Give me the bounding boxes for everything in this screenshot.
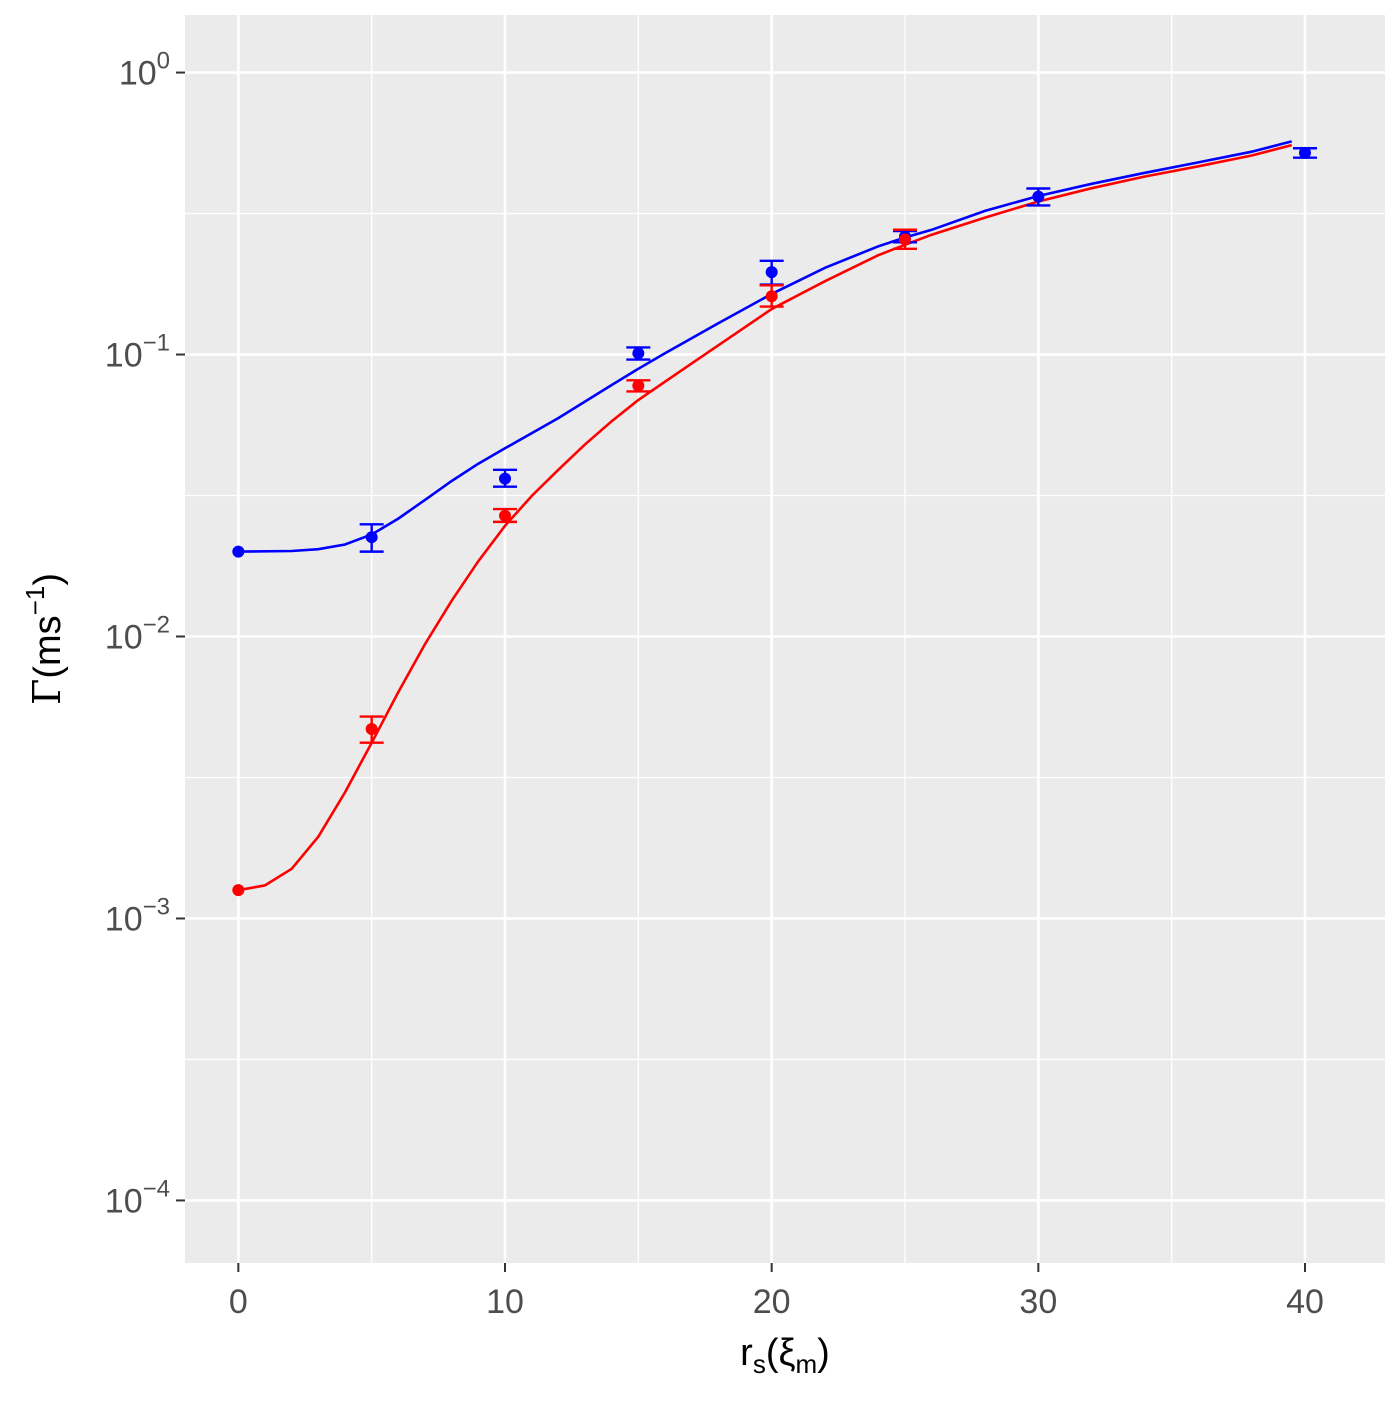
data-point (1032, 190, 1045, 203)
x-axis-title: rs(ξm) (740, 1332, 830, 1379)
x-tick-label: 20 (753, 1283, 791, 1321)
y-axis-title: Γ(ms−1) (20, 573, 69, 705)
data-point (1299, 146, 1311, 159)
data-point (899, 233, 911, 246)
plot-panel (185, 15, 1385, 1263)
data-point (499, 509, 511, 522)
y-tick-label: 10−2 (105, 612, 170, 657)
fit-curve-0 (238, 140, 1293, 553)
data-point (765, 266, 778, 279)
x-tick-label: 0 (229, 1283, 248, 1321)
y-tick-label: 10−4 (105, 1175, 170, 1220)
data-point (765, 290, 778, 303)
x-axis: 0 10 20 30 40 (229, 1263, 1324, 1321)
y-tick-label: 10−1 (105, 330, 170, 375)
y-axis: 100 10−1 10−2 10−3 10−4 (105, 48, 185, 1220)
x-tick-label: 30 (1019, 1283, 1057, 1321)
y-tick-label: 10−3 (105, 893, 170, 938)
x-tick-label: 40 (1286, 1283, 1324, 1321)
data-points (232, 146, 1311, 897)
data-point (632, 347, 645, 360)
fit-curves (238, 140, 1293, 892)
y-tick-label: 100 (119, 48, 170, 93)
data-point (365, 531, 378, 544)
data-point (232, 884, 245, 897)
minor-gridlines (185, 15, 1385, 1263)
data-point (365, 722, 378, 735)
fit-curve-1 (238, 143, 1293, 892)
major-gridlines (185, 15, 1385, 1263)
data-point (632, 379, 645, 392)
data-point (499, 472, 511, 485)
data-point (232, 545, 245, 558)
x-tick-label: 10 (486, 1283, 524, 1321)
